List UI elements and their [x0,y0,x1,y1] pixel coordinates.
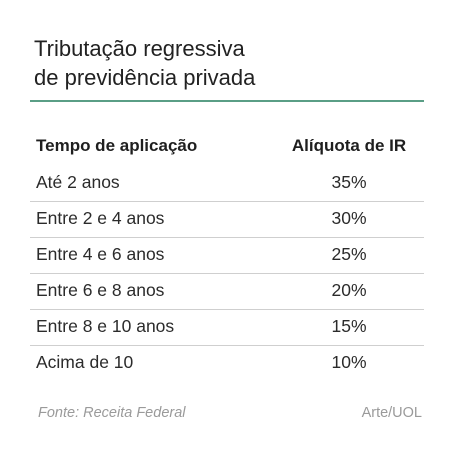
period-cell: Até 2 anos [36,172,120,192]
table-row: Até 2 anos 35% [30,166,424,202]
rate-cell: 15% [331,316,367,336]
credit-note: Arte/UOL [361,405,422,421]
period-cell: Entre 4 e 6 anos [36,244,165,264]
period-cell: Entre 8 e 10 anos [36,316,175,336]
table-body: Até 2 anos 35% Entre 2 e 4 anos 30% Entre 4 … [30,166,424,381]
rate-cell: 20% [331,280,367,300]
period-cell: Entre 6 e 8 anos [36,280,165,300]
chart-title: Tributação regressiva de previdência pri… [34,34,424,92]
period-cell: Acima de 10 [36,352,134,372]
table-row: Entre 8 e 10 anos 15% [30,310,424,346]
rate-cell: 30% [331,208,367,228]
table-row: Entre 4 e 6 anos 25% [30,238,424,274]
table-row: Entre 6 e 8 anos 20% [30,274,424,310]
tax-table: Tempo de aplicação Alíquota de IR Até 2 … [30,126,424,381]
table-header: Tempo de aplicação Alíquota de IR [30,126,424,166]
title-line-2: de previdência privada [34,65,256,90]
source-note: Fonte: Receita Federal [38,405,186,421]
period-cell: Entre 2 e 4 anos [36,208,165,228]
table-row: Entre 2 e 4 anos 30% [30,202,424,238]
rate-cell: 35% [331,172,367,192]
title-divider [30,100,424,102]
rate-cell: 10% [331,352,367,372]
header-period: Tempo de aplicação [36,136,198,155]
rate-cell: 25% [331,244,367,264]
table-row: Acima de 10 10% [30,346,424,381]
title-line-1: Tributação regressiva [34,36,245,61]
header-rate: Alíquota de IR [291,136,407,155]
